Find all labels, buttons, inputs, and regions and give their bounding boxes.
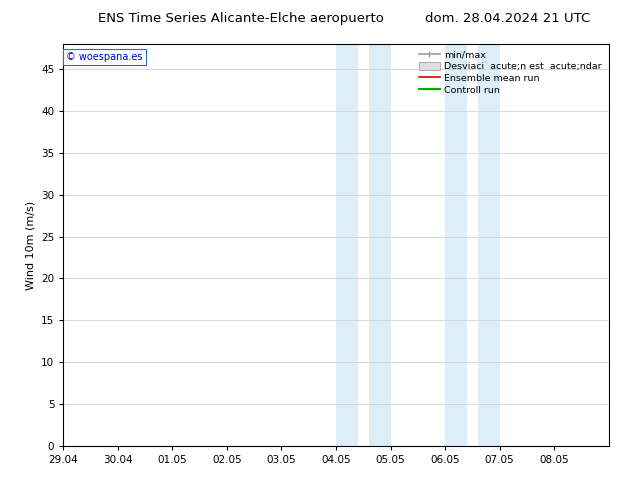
Bar [336, 44, 358, 446]
Text: © woespana.es: © woespana.es [66, 52, 143, 62]
Bar [445, 44, 467, 446]
Legend: min/max, Desviaci  acute;n est  acute;ndar, Ensemble mean run, Controll run: min/max, Desviaci acute;n est acute;ndar… [417, 49, 604, 97]
Text: ENS Time Series Alicante-Elche aeropuerto: ENS Time Series Alicante-Elche aeropuert… [98, 12, 384, 25]
Y-axis label: Wind 10m (m/s): Wind 10m (m/s) [25, 200, 36, 290]
Bar [478, 44, 500, 446]
Bar [369, 44, 391, 446]
Text: dom. 28.04.2024 21 UTC: dom. 28.04.2024 21 UTC [425, 12, 590, 25]
